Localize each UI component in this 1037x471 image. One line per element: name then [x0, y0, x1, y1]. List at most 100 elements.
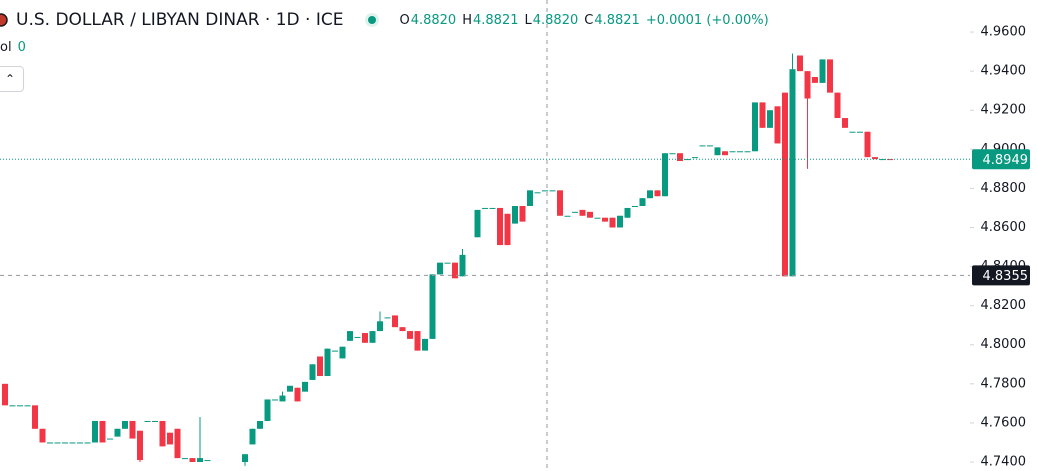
candle-body	[849, 131, 856, 133]
candle-body	[444, 262, 451, 264]
candle-body	[677, 153, 683, 162]
candle-body	[249, 428, 256, 445]
ohlc-value: 4.8821	[473, 12, 519, 28]
last-price-label: 4.8949	[983, 153, 1029, 168]
ohlc-value: 4.8820	[532, 12, 579, 28]
candle-body	[864, 131, 871, 158]
candle-body	[264, 399, 271, 421]
candle-body	[887, 159, 893, 161]
candle-body	[129, 420, 136, 439]
candle-body	[99, 420, 106, 443]
symbol-icon	[0, 13, 8, 27]
candle-body	[459, 254, 466, 277]
candle-body	[519, 205, 526, 222]
candle-body	[872, 157, 878, 160]
candle-body	[819, 59, 826, 83]
candle-body	[804, 71, 811, 99]
candle-body	[437, 262, 443, 275]
candle-body	[857, 131, 863, 133]
candle-body	[422, 338, 428, 351]
candle-body	[744, 151, 751, 153]
candle-body	[279, 395, 286, 402]
candle-body	[354, 336, 361, 338]
candle-body	[77, 442, 83, 444]
candle-body	[654, 190, 661, 197]
ohlc-value: 4.8820	[410, 12, 457, 28]
candle-body	[287, 385, 293, 392]
candle-body	[564, 215, 571, 217]
candle-body	[429, 274, 436, 339]
candle-body	[714, 147, 721, 156]
candle-body	[122, 420, 128, 429]
market-status[interactable]	[365, 13, 380, 27]
candle-body	[197, 458, 203, 463]
candle-body	[107, 438, 113, 440]
y-tick-label: 4.9400	[981, 64, 1027, 79]
collapse-toggle[interactable]: ⌃	[0, 66, 24, 92]
candle-body	[377, 321, 383, 332]
candle-body	[384, 317, 391, 319]
candle-body	[84, 442, 91, 444]
candle-body	[737, 151, 743, 153]
candle-body	[9, 405, 16, 407]
crosshair-label: 4.8355	[983, 269, 1029, 284]
y-tick-label: 4.8000	[981, 337, 1027, 352]
candle-body	[339, 346, 346, 359]
candle-body	[167, 432, 173, 445]
y-tick-label: 4.7400	[981, 455, 1027, 470]
candle-body	[782, 92, 788, 277]
last-price-tag	[972, 149, 1030, 170]
candle-body	[152, 420, 158, 422]
candle-body	[39, 428, 46, 443]
candle-body	[752, 102, 758, 152]
candle-body	[32, 405, 38, 429]
candle-body	[549, 190, 556, 192]
candle-body	[534, 192, 541, 194]
ohlc-key: H	[462, 12, 472, 28]
candle-body	[62, 442, 68, 444]
candle-body	[47, 442, 53, 444]
candle-body	[512, 205, 518, 224]
candle-body	[17, 405, 23, 407]
candle-body	[159, 420, 166, 447]
candle-body	[257, 420, 263, 429]
candle-body	[542, 190, 548, 192]
candle-body	[774, 106, 781, 144]
candle-body	[204, 460, 211, 462]
candle-body	[662, 153, 668, 197]
candle-body	[617, 215, 623, 228]
candle-body	[632, 205, 638, 207]
candle-body	[414, 331, 421, 351]
volume-value: 0	[17, 40, 26, 55]
candle-body	[294, 387, 301, 402]
candle-body	[647, 190, 653, 199]
candle-body	[482, 207, 488, 209]
candle-body	[729, 151, 736, 153]
candle-body	[189, 458, 196, 463]
candle-body	[609, 217, 616, 228]
candle-body	[242, 454, 248, 463]
candle-body	[317, 356, 323, 377]
y-tick-label: 4.8200	[981, 298, 1027, 313]
candle-body	[332, 350, 338, 352]
candle-body	[54, 442, 61, 444]
change-value: +0.0001 (+0.00%)	[645, 12, 769, 28]
candle-body	[324, 348, 331, 377]
candle-body	[497, 207, 503, 246]
candle-body	[669, 153, 676, 155]
y-tick-label: 4.9600	[981, 25, 1027, 40]
candle-body	[699, 145, 706, 147]
candle-body	[707, 145, 713, 147]
candle-body	[842, 118, 848, 128]
candle-body	[789, 69, 796, 277]
y-tick-label: 4.8800	[981, 181, 1027, 196]
candle-body	[347, 331, 353, 341]
volume-legend: ol 0	[0, 40, 26, 55]
candle-body	[114, 428, 121, 437]
candle-body	[2, 383, 8, 406]
candle-body	[594, 217, 601, 219]
candle-body	[182, 458, 188, 460]
candle-body	[639, 198, 646, 206]
